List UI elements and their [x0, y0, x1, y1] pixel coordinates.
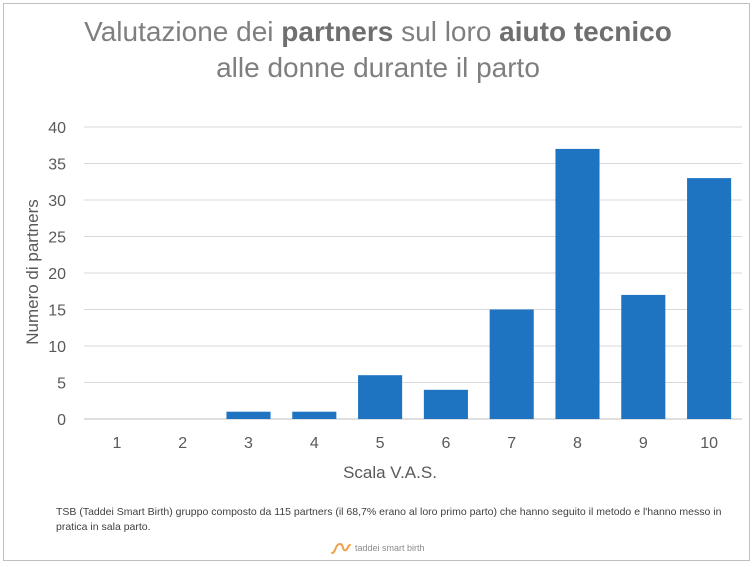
x-tick-label: 2 [178, 435, 187, 452]
footnote: TSB (Taddei Smart Birth) gruppo composto… [56, 506, 722, 533]
x-tick-label: 9 [639, 435, 648, 452]
x-tick-label: 10 [700, 435, 718, 452]
x-tick-label: 8 [573, 435, 582, 452]
bar-9 [621, 294, 666, 419]
title-line-1: Valutazione dei partners sul loro aiuto … [0, 14, 756, 50]
bars [226, 148, 732, 419]
title-bold-partners: partners [281, 16, 394, 47]
x-tick-label: 4 [310, 435, 319, 452]
chart-frame [3, 3, 750, 561]
y-tick-label: 5 [57, 376, 66, 393]
x-tick-label: 3 [244, 435, 253, 452]
title-part-1: Valutazione dei [84, 16, 282, 47]
y-tick-label: 15 [48, 303, 66, 320]
y-tick-label: 30 [48, 193, 66, 210]
y-tick-label: 10 [48, 339, 66, 356]
y-tick-label: 0 [57, 412, 66, 429]
title-line-2: alle donne durante il parto [216, 52, 540, 83]
brand-logo: taddei smart birth [330, 538, 425, 558]
x-tick-labels: 1 2 3 4 5 6 7 8 9 10 [112, 435, 718, 452]
x-tick-label: 1 [112, 435, 121, 452]
x-tick-label: 5 [376, 435, 385, 452]
bar-4 [292, 411, 337, 419]
y-tick-labels: 0 5 10 15 20 25 30 35 40 [48, 120, 66, 429]
y-axis-label: Numero di partners [23, 199, 42, 345]
bar-3 [226, 411, 271, 419]
bar-7 [489, 309, 534, 419]
y-tick-label: 25 [48, 230, 66, 247]
y-tick-label: 35 [48, 157, 66, 174]
title-part-3: sul loro [393, 16, 500, 47]
y-tick-label: 40 [48, 120, 66, 137]
bar-10 [687, 178, 732, 419]
bar-6 [423, 389, 468, 419]
logo-text: taddei smart birth [355, 543, 425, 553]
x-tick-label: 7 [507, 435, 516, 452]
x-axis-label: Scala V.A.S. [343, 463, 437, 482]
title-bold-aiuto-tecnico: aiuto tecnico [499, 16, 672, 47]
bar-5 [358, 375, 403, 419]
y-tick-label: 20 [48, 266, 66, 283]
chart-title: Valutazione dei partners sul loro aiuto … [0, 14, 756, 86]
x-tick-label: 6 [441, 435, 450, 452]
bar-8 [555, 148, 600, 419]
logo-icon [331, 542, 351, 554]
